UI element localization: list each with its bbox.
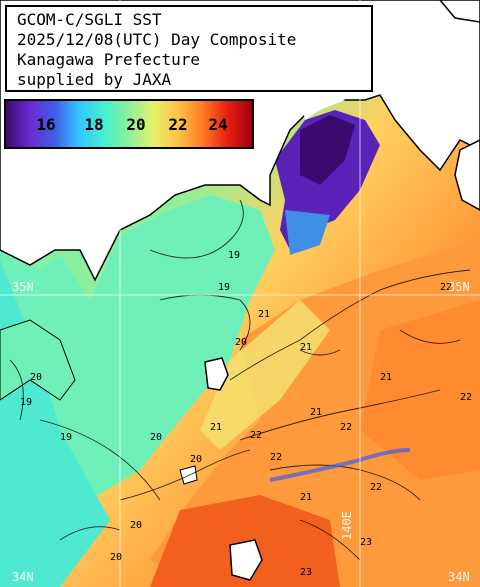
contour-label: 22 (340, 422, 352, 433)
contour-label: 21 (310, 407, 322, 418)
lon-label-140e: 140E (340, 511, 354, 540)
contour-label: 20 (110, 552, 122, 563)
title-line-credit: supplied by JAXA (17, 70, 172, 89)
yellow-front (200, 300, 330, 450)
contour-label: 21 (300, 492, 312, 503)
title-line-region: Kanagawa Prefecture (17, 50, 201, 69)
contour-label: 23 (360, 537, 372, 548)
contour-label: 23 (300, 567, 312, 578)
offshore-hot-water (150, 495, 340, 587)
island-small-1 (179, 465, 198, 485)
contour-label: 22 (270, 452, 282, 463)
colorbar-tick-label: 22 (168, 115, 188, 134)
lat-label-34n-left: 34N (12, 570, 34, 584)
island-hatsushima (204, 357, 229, 391)
contour-label: 19 (218, 282, 230, 293)
contour-label: 21 (210, 422, 222, 433)
contour-labels: 19 19 19 19 20 20 20 20 20 20 21 21 21 21 21 21 22 22 22 22… (20, 250, 472, 578)
colorbar-tick-label: 24 (208, 115, 228, 134)
tokyo-bay-mouth (285, 210, 330, 255)
contour-label: 19 (60, 432, 72, 443)
land-izu (0, 319, 76, 401)
contour-label: 22 (370, 482, 382, 493)
colorbar-tick-label: 16 (36, 115, 56, 134)
lat-label-35n-right: 35N (448, 280, 470, 294)
contour-label: 22 (460, 392, 472, 403)
land-miura (300, 92, 345, 120)
contour-label: 22 (250, 430, 262, 441)
colorbar-tick-label: 20 (126, 115, 146, 134)
colorbar-legend: 16 18 20 22 24 (4, 99, 254, 149)
lat-label-34n-right: 34N (448, 570, 470, 584)
contour-label: 22 (440, 282, 452, 293)
contour-label: 20 (235, 337, 247, 348)
contour-label: 20 (190, 454, 202, 465)
land-boso (454, 139, 480, 211)
title-line-date: 2025/12/08(UTC) Day Composite (17, 30, 297, 49)
contour-lines (9, 199, 471, 561)
island-oshima (229, 539, 263, 581)
colorbar-tick-label: 18 (84, 115, 104, 134)
lat-label-35n-left: 35N (12, 280, 34, 294)
title-line-product: GCOM-C/SGLI SST (17, 10, 162, 29)
contour-label: 19 (20, 397, 32, 408)
contour-label: 20 (150, 432, 162, 443)
land-east-top (439, 0, 480, 23)
title-box: GCOM-C/SGLI SST 2025/12/08(UTC) Day Comp… (5, 5, 373, 92)
colorbar-ticks: 16 18 20 22 24 (6, 101, 252, 147)
east-warm-band (360, 300, 480, 480)
contour-label: 20 (130, 520, 142, 531)
contour-label: 21 (258, 309, 270, 320)
contour-label: 19 (228, 250, 240, 261)
contour-label: 20 (30, 372, 42, 383)
contour-label: 21 (300, 342, 312, 353)
contour-label: 21 (380, 372, 392, 383)
tokyo-bay-inner (300, 115, 355, 185)
